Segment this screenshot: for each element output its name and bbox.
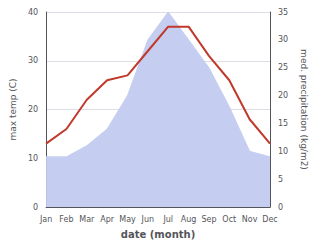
svg-text:Aug: Aug [181,215,197,224]
svg-text:35: 35 [278,8,288,17]
svg-text:0: 0 [33,203,38,212]
svg-text:May: May [119,215,136,224]
svg-text:30: 30 [28,56,38,65]
svg-text:Sep: Sep [201,215,216,224]
svg-text:Nov: Nov [242,215,258,224]
svg-text:40: 40 [28,8,38,17]
svg-text:25: 25 [278,63,288,72]
svg-text:20: 20 [28,105,38,114]
svg-text:30: 30 [278,35,288,44]
svg-text:Apr: Apr [100,215,115,224]
svg-text:0: 0 [278,203,283,212]
svg-text:10: 10 [278,147,288,156]
svg-text:20: 20 [278,91,288,100]
svg-text:Mar: Mar [79,215,95,224]
svg-text:Jun: Jun [141,215,155,224]
svg-text:date (month): date (month) [121,229,195,240]
svg-text:med. precipitation (kg/m2): med. precipitation (kg/m2) [299,49,309,170]
svg-text:10: 10 [28,154,38,163]
svg-text:Jan: Jan [39,215,52,224]
svg-text:Jul: Jul [162,215,173,224]
svg-text:Oct: Oct [222,215,236,224]
svg-text:max temp (C): max temp (C) [8,78,18,140]
svg-text:15: 15 [278,119,288,128]
svg-text:5: 5 [278,175,283,184]
svg-text:Feb: Feb [59,215,73,224]
svg-text:Dec: Dec [262,215,277,224]
